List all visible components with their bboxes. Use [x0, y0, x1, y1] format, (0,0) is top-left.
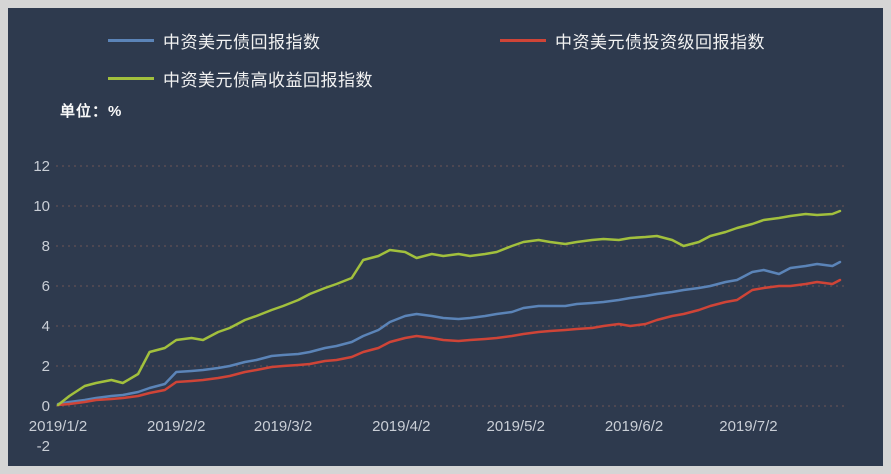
x-tick-label: 2019/4/2: [372, 418, 430, 435]
legend-item-investment-grade[interactable]: 中资美元债投资级回报指数: [500, 28, 765, 52]
x-tick-label: 2019/5/2: [487, 418, 545, 435]
y-tick-label: 10: [33, 198, 50, 215]
y-tick-label: 0: [42, 398, 50, 415]
series-line-0: [56, 260, 842, 406]
series-line-1: [56, 278, 842, 407]
x-tick-label: 2019/6/2: [605, 418, 663, 435]
x-tick-label: 2019/7/2: [719, 418, 777, 435]
series-line-2: [56, 209, 842, 407]
y-tick-label: 6: [42, 278, 50, 295]
x-tick-label: 2019/1/2: [29, 418, 87, 435]
unit-label: 单位：%: [60, 103, 123, 120]
x-tick-label: 2019/3/2: [254, 418, 312, 435]
y-tick-label: -2: [37, 438, 50, 455]
legend-item-high-yield[interactable]: 中资美元债高收益回报指数: [108, 66, 373, 90]
legend-line-green-icon: [108, 76, 154, 80]
legend-line-red-icon: [500, 38, 546, 42]
legend-label: 中资美元债高收益回报指数: [163, 70, 373, 90]
y-tick-label: 8: [42, 238, 50, 255]
y-tick-label: 2: [42, 358, 50, 375]
line-chart: 12 10 8 6 4 2 0 -2 2019/1/2 2019/2/2 2019/3/2 2019/…: [29, 158, 846, 455]
y-tick-label: 12: [33, 158, 50, 175]
legend-line-blue-icon: [108, 38, 154, 42]
legend-label: 中资美元债投资级回报指数: [555, 32, 765, 52]
x-tick-label: 2019/2/2: [147, 418, 205, 435]
legend-item-total-return[interactable]: 中资美元债回报指数: [108, 28, 321, 52]
y-tick-label: 4: [42, 318, 50, 335]
legend-label: 中资美元债回报指数: [163, 32, 321, 52]
